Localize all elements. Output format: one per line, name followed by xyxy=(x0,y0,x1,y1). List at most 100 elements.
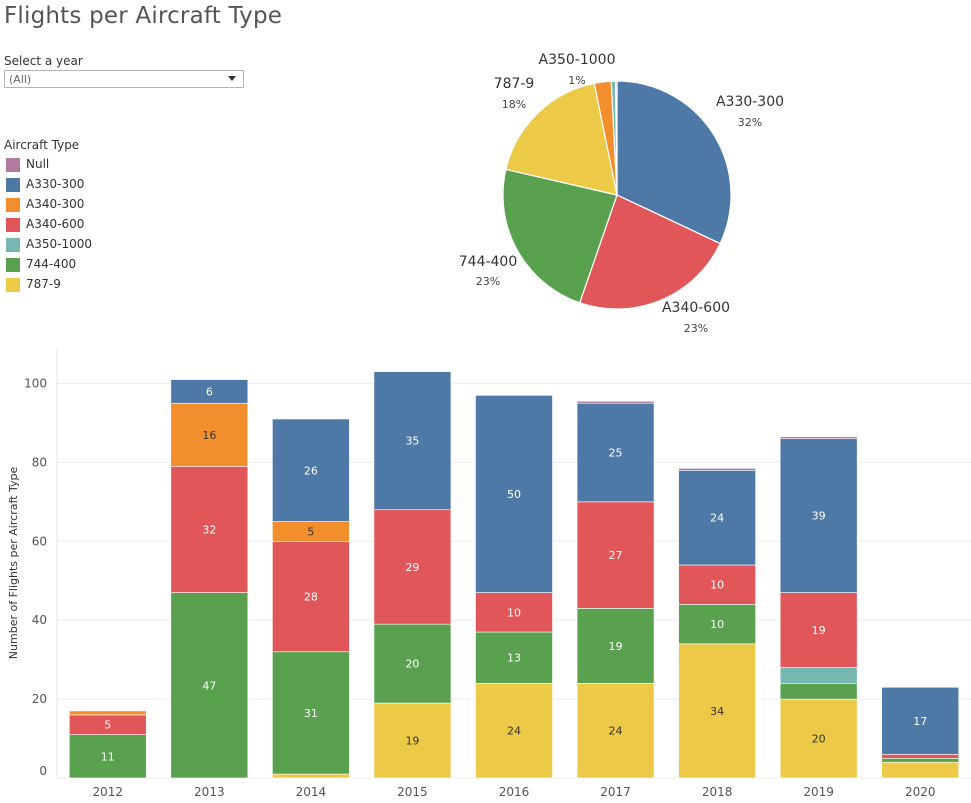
pie-slice-percent: 23% xyxy=(476,275,500,288)
bar-data-label: 11 xyxy=(101,750,115,763)
bar-segment[interactable] xyxy=(678,604,756,645)
y-tick-label: 80 xyxy=(32,455,47,469)
bar-data-label: 25 xyxy=(609,447,623,460)
bar-segment[interactable] xyxy=(272,521,350,542)
bar-segment[interactable] xyxy=(272,773,350,779)
legend-swatch xyxy=(6,278,20,292)
pie-slice[interactable] xyxy=(614,80,618,196)
bar-segment[interactable] xyxy=(475,631,553,684)
bar-data-label: 13 xyxy=(507,652,521,665)
bar-segment[interactable] xyxy=(678,468,756,471)
bar-segment[interactable] xyxy=(170,379,249,404)
bar-data-label: 19 xyxy=(405,735,419,748)
bar-segment[interactable] xyxy=(881,757,960,763)
y-axis-title: Number of Flights per Aircraft Type xyxy=(7,467,20,660)
bar-segment[interactable] xyxy=(475,395,553,593)
bar-segment[interactable] xyxy=(373,509,452,625)
pie-slice[interactable] xyxy=(505,82,618,196)
bar-segment[interactable] xyxy=(576,683,655,779)
bar-data-label: 34 xyxy=(710,705,724,718)
bar-segment[interactable] xyxy=(68,710,147,716)
pie-slice[interactable] xyxy=(578,194,721,310)
bar-data-label: 26 xyxy=(304,464,318,477)
legend-item-label: 787-9 xyxy=(26,277,61,291)
bar-segment[interactable] xyxy=(881,754,960,759)
x-tick-label: 2019 xyxy=(803,785,834,799)
bar-segment[interactable] xyxy=(373,623,452,704)
bar-data-label: 31 xyxy=(304,707,318,720)
bar-segment[interactable] xyxy=(272,651,350,775)
bar-segment[interactable] xyxy=(576,501,655,609)
bar-data-label: 29 xyxy=(405,561,419,574)
legend-swatch xyxy=(6,198,20,212)
bar-segment[interactable] xyxy=(678,564,756,605)
bar-segment[interactable] xyxy=(779,683,858,700)
bar-data-label: 5 xyxy=(307,525,314,538)
bar-segment[interactable] xyxy=(68,734,147,779)
bar-segment[interactable] xyxy=(272,418,350,522)
bar-segment[interactable] xyxy=(68,714,147,735)
legend-swatch xyxy=(6,158,20,172)
pie-slice-label: A330-300 xyxy=(716,94,784,110)
bar-segment[interactable] xyxy=(373,371,452,511)
bar-segment[interactable] xyxy=(576,608,655,684)
bar-segment[interactable] xyxy=(170,592,249,779)
year-filter-label: Select a year xyxy=(4,54,83,68)
bar-data-label: 24 xyxy=(710,512,724,525)
pie-chart: A330-300 32% A340-600 23% 744-400 23% 787-9 18%… xyxy=(459,52,784,335)
bar-data-label: 19 xyxy=(609,640,623,653)
pie-slice-percent: 32% xyxy=(738,116,762,129)
pie-slice-label: A350-1000 xyxy=(539,52,616,68)
pie-slice[interactable] xyxy=(616,80,732,245)
bar-segment[interactable] xyxy=(678,643,756,779)
bar-data-label: 24 xyxy=(507,725,521,738)
legend-item-label: A350-1000 xyxy=(26,237,92,251)
bar-segment[interactable] xyxy=(576,402,655,503)
legend-item-label: 744-400 xyxy=(26,257,77,271)
bar-data-label: 20 xyxy=(812,733,826,746)
y-tick-label: 60 xyxy=(32,534,47,548)
bar-data-label: 10 xyxy=(710,618,724,631)
bar-data-label: 17 xyxy=(913,715,927,728)
bar-segment[interactable] xyxy=(576,400,655,404)
bar-data-label: 35 xyxy=(405,435,419,448)
pie-slice-percent: 18% xyxy=(502,98,526,111)
bar-segment[interactable] xyxy=(373,702,452,779)
bar-data-label: 10 xyxy=(507,606,521,619)
bar-segment[interactable] xyxy=(779,438,858,593)
bar-data-label: 19 xyxy=(812,624,826,637)
bar-segment[interactable] xyxy=(272,540,350,653)
bar-data-label: 39 xyxy=(812,510,826,523)
bar-segment[interactable] xyxy=(475,683,553,779)
bar-data-label: 16 xyxy=(202,429,216,442)
bar-segment[interactable] xyxy=(170,402,249,467)
x-tick-label: 2015 xyxy=(397,785,428,799)
x-tick-label: 2020 xyxy=(905,785,936,799)
legend-item-label: A340-600 xyxy=(26,217,85,231)
bar-segment[interactable] xyxy=(170,466,249,593)
bar-segment[interactable] xyxy=(779,436,858,440)
legend-item-label: Null xyxy=(26,157,50,171)
bar-segment[interactable] xyxy=(475,592,553,633)
bar-segment[interactable] xyxy=(678,469,756,566)
legend-swatch xyxy=(6,258,20,272)
pie-slice-label: 787-9 xyxy=(494,76,535,92)
dropdown-arrow-icon[interactable] xyxy=(228,76,236,81)
bar-data-label: 47 xyxy=(202,679,216,692)
bar-segment[interactable] xyxy=(881,761,960,779)
pie-slice-label: A340-600 xyxy=(662,300,730,316)
pie-slice-percent: 23% xyxy=(684,322,708,335)
y-tick-label: 100 xyxy=(24,377,47,391)
y-tick-label: 20 xyxy=(32,692,47,706)
y-tick-label: 0 xyxy=(39,764,47,778)
pie-slice[interactable] xyxy=(502,168,618,304)
bar-data-label: 20 xyxy=(405,658,419,671)
bar-segment[interactable] xyxy=(881,686,960,755)
bar-data-label: 28 xyxy=(304,591,318,604)
bar-segment[interactable] xyxy=(779,592,858,668)
bar-segment[interactable] xyxy=(779,667,858,684)
legend-item-label: A330-300 xyxy=(26,177,85,191)
y-tick-label: 40 xyxy=(32,613,47,627)
bar-segment[interactable] xyxy=(779,698,858,779)
year-select-dropdown[interactable]: (All) xyxy=(4,70,244,88)
